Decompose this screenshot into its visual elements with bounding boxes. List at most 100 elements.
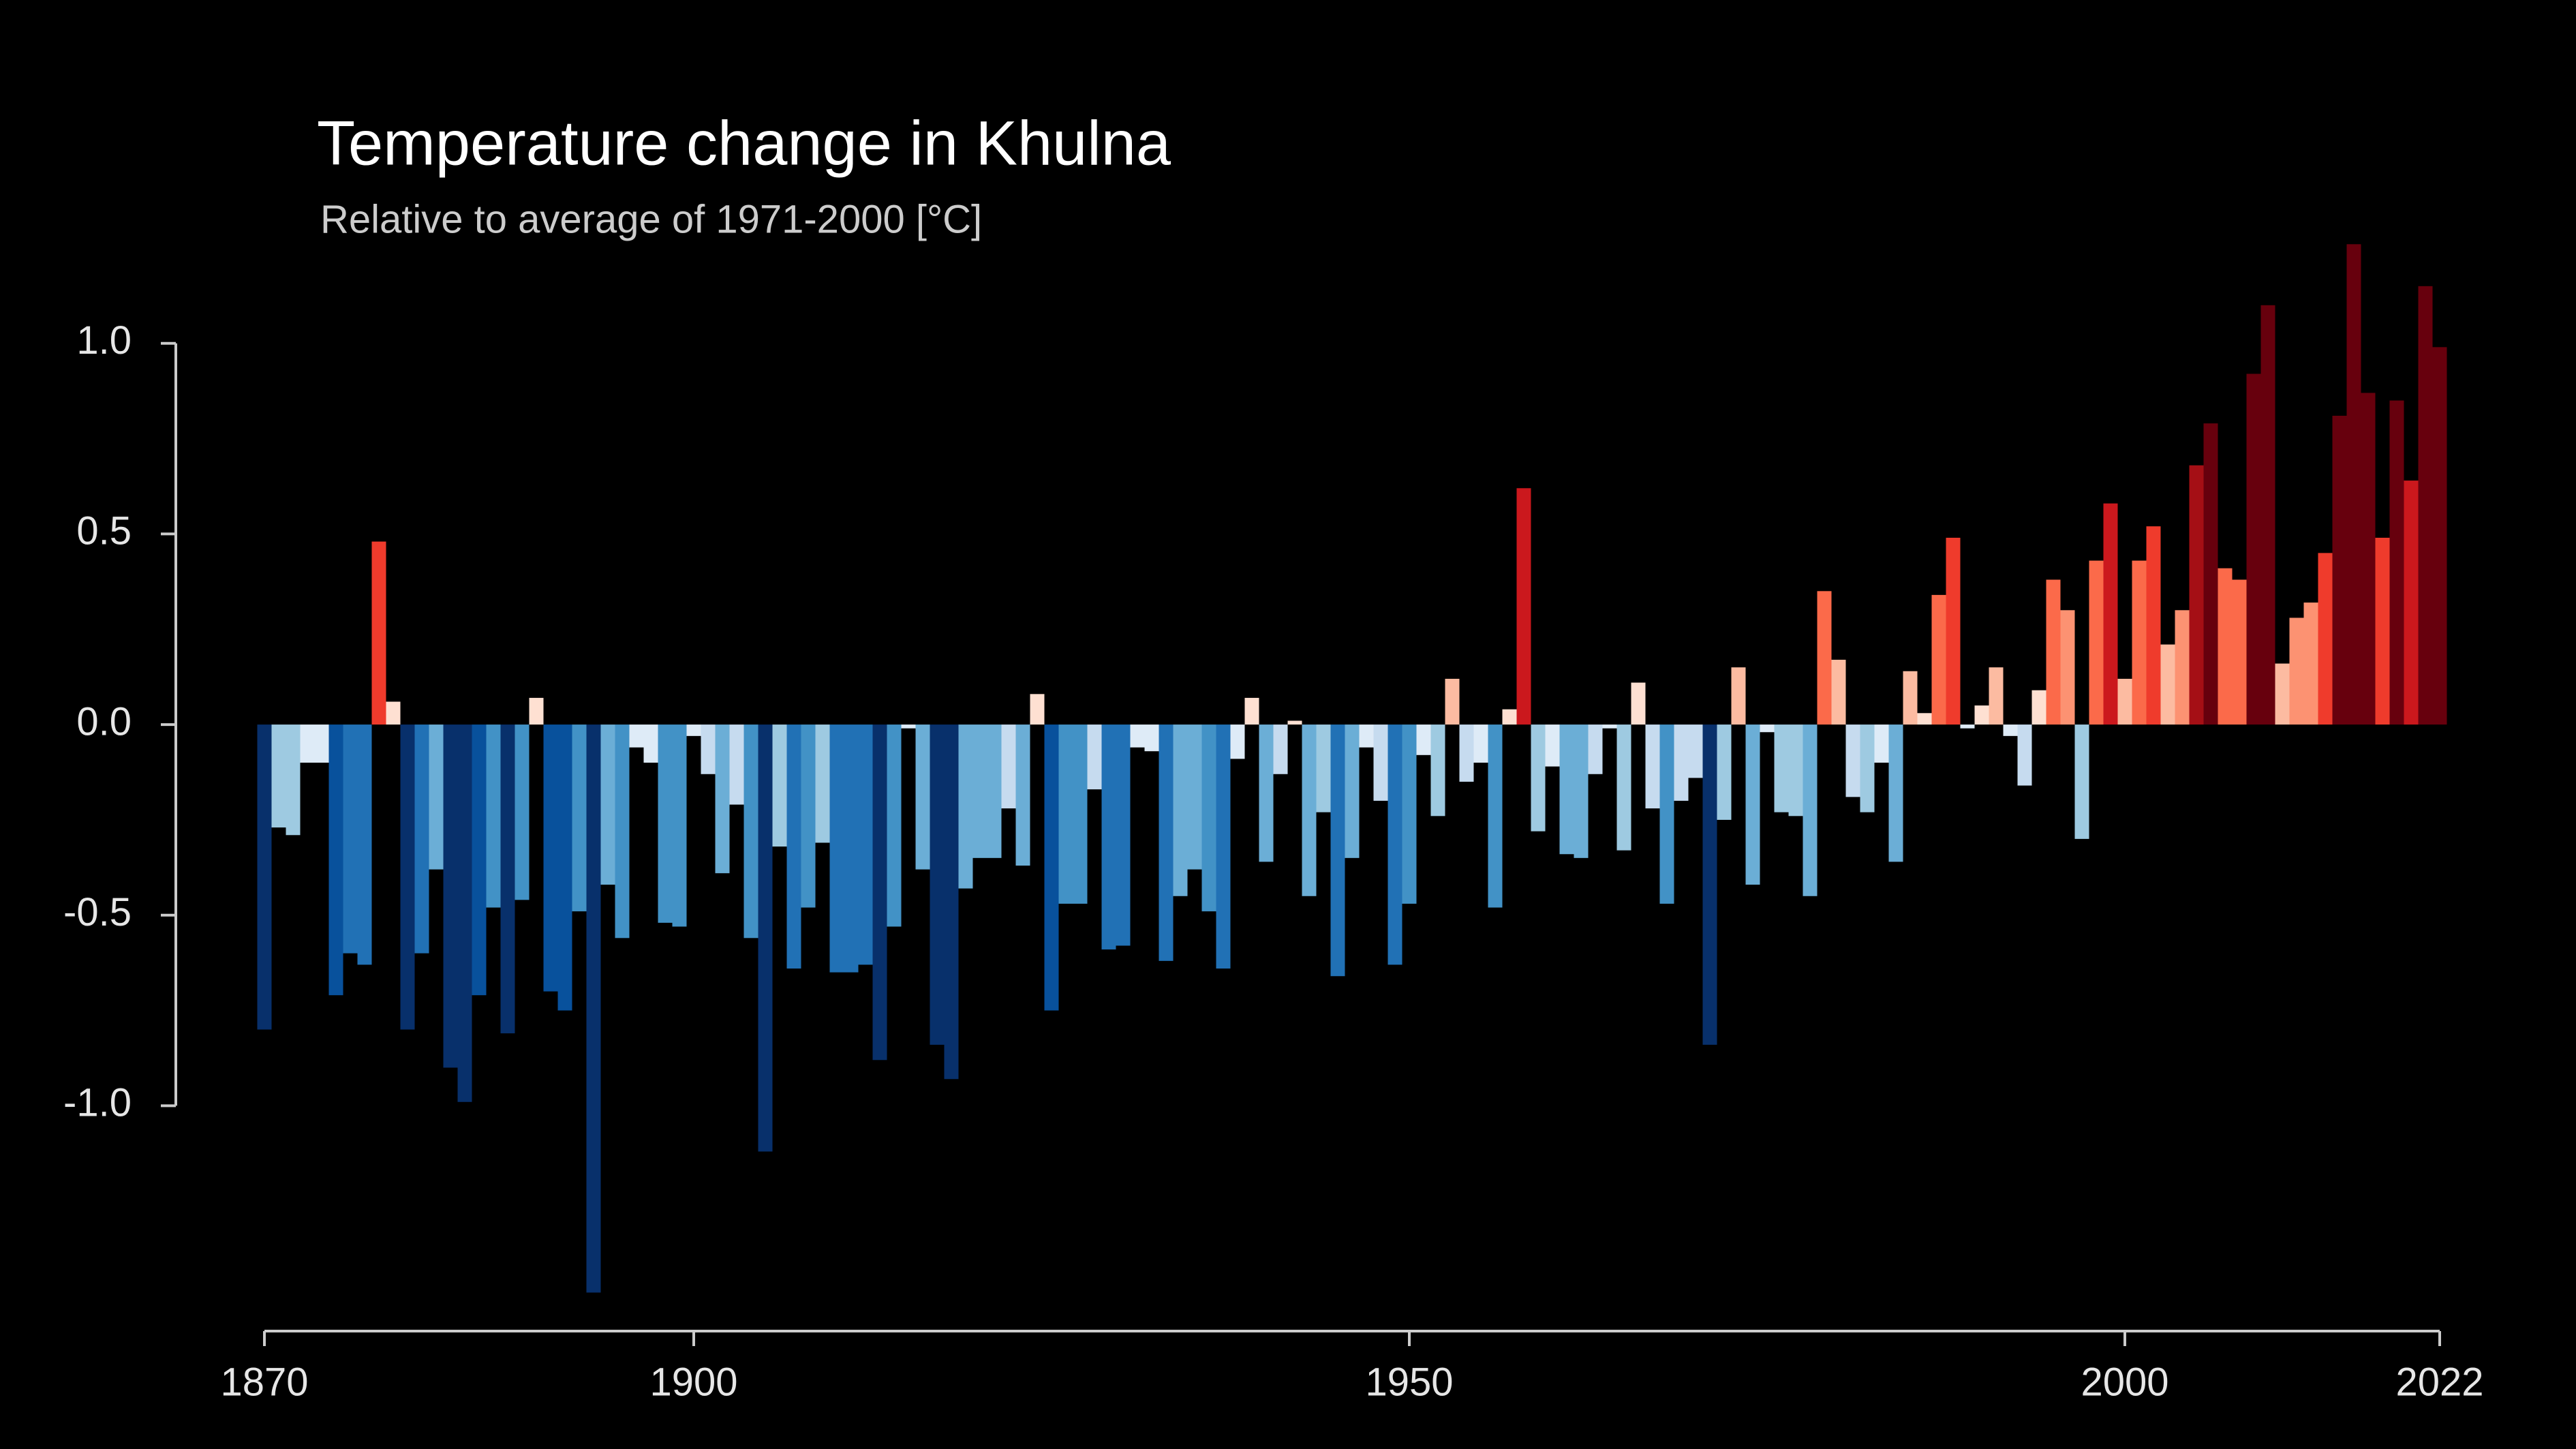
bar — [1015, 724, 1030, 866]
bar — [2160, 644, 2175, 725]
x-tick-label: 2000 — [2081, 1360, 2168, 1404]
bar — [1459, 724, 1474, 782]
bar — [872, 724, 887, 1061]
bar — [1516, 488, 1531, 725]
bar — [1359, 724, 1374, 748]
bar — [1259, 724, 1274, 862]
bar — [2103, 503, 2118, 725]
bar — [1445, 678, 1460, 725]
bar — [1087, 724, 1102, 790]
bar — [615, 724, 630, 939]
bar — [915, 724, 930, 870]
y-tick-label: -1.0 — [63, 1081, 132, 1125]
bar — [1044, 724, 1059, 1011]
bar — [2089, 560, 2104, 725]
bar — [987, 724, 1002, 858]
bar — [1001, 724, 1016, 809]
y-tick-label: 0.0 — [76, 699, 132, 744]
bar — [1130, 724, 1145, 748]
bar — [2189, 465, 2204, 725]
bar — [1845, 724, 1860, 797]
bar — [2389, 400, 2404, 725]
bar — [543, 724, 558, 992]
bar — [486, 724, 501, 908]
bar — [586, 724, 601, 1293]
bar — [1373, 724, 1388, 801]
bar — [600, 724, 615, 885]
chart-title: Temperature change in Khulna — [317, 108, 1171, 178]
bar — [1588, 724, 1603, 774]
bar — [1831, 659, 1846, 725]
bar — [1287, 720, 1302, 725]
bar — [1760, 724, 1775, 733]
bar — [1817, 591, 1832, 725]
bar — [1058, 724, 1073, 904]
bar — [2375, 537, 2390, 725]
bar — [2346, 244, 2361, 725]
bar — [1645, 724, 1660, 809]
bar — [1731, 667, 1746, 725]
bar — [1201, 724, 1216, 912]
bar — [2060, 610, 2075, 725]
bar — [701, 724, 716, 774]
bar — [1917, 713, 1932, 725]
bar — [500, 724, 515, 1034]
bar — [1688, 724, 1703, 778]
bar — [743, 724, 758, 939]
bar — [457, 724, 472, 1102]
bar — [1559, 724, 1574, 855]
bar — [1874, 724, 1889, 763]
bar — [2332, 416, 2347, 725]
bar — [2303, 603, 2318, 725]
bar — [357, 724, 372, 965]
bar — [1931, 594, 1946, 725]
bar — [930, 724, 945, 1045]
bar — [1745, 724, 1760, 885]
bar — [572, 724, 587, 912]
bar — [1101, 724, 1116, 950]
bar — [2203, 423, 2218, 725]
bar — [1316, 724, 1331, 812]
bar — [958, 724, 973, 889]
bar — [2017, 724, 2032, 786]
bar — [1946, 537, 1961, 725]
bar — [758, 724, 773, 1152]
bar — [858, 724, 873, 965]
bar — [944, 724, 959, 1080]
bar — [629, 724, 644, 748]
bar — [729, 724, 744, 805]
bar — [786, 724, 801, 969]
bar — [515, 724, 530, 900]
bar — [1330, 724, 1345, 977]
bar — [1774, 724, 1789, 812]
chart-subtitle: Relative to average of 1971-2000 [°C] — [320, 197, 982, 241]
bar — [1302, 724, 1317, 896]
bar — [2117, 678, 2132, 725]
bar — [429, 724, 444, 870]
bar — [2289, 617, 2304, 725]
bar — [1903, 671, 1918, 725]
bar — [1430, 724, 1445, 817]
bar — [2260, 305, 2275, 725]
bar — [371, 541, 386, 725]
bar — [1473, 724, 1488, 763]
bar — [1602, 724, 1617, 729]
bar — [400, 724, 415, 1030]
bar — [328, 724, 343, 996]
bar — [2232, 579, 2247, 725]
y-tick-label: 0.5 — [76, 509, 132, 553]
bar — [2246, 373, 2261, 725]
bar — [2132, 560, 2147, 725]
bar — [443, 724, 458, 1068]
bar — [472, 724, 487, 996]
y-tick-label: -0.5 — [63, 890, 132, 934]
y-tick-label: 1.0 — [76, 318, 132, 363]
bar — [1159, 724, 1174, 961]
bar — [1989, 667, 2004, 725]
bar — [1888, 724, 1903, 862]
bar — [1387, 724, 1402, 965]
bar — [300, 724, 315, 763]
bar — [1803, 724, 1818, 896]
x-tick-label: 1870 — [220, 1360, 308, 1404]
bar — [672, 724, 687, 927]
